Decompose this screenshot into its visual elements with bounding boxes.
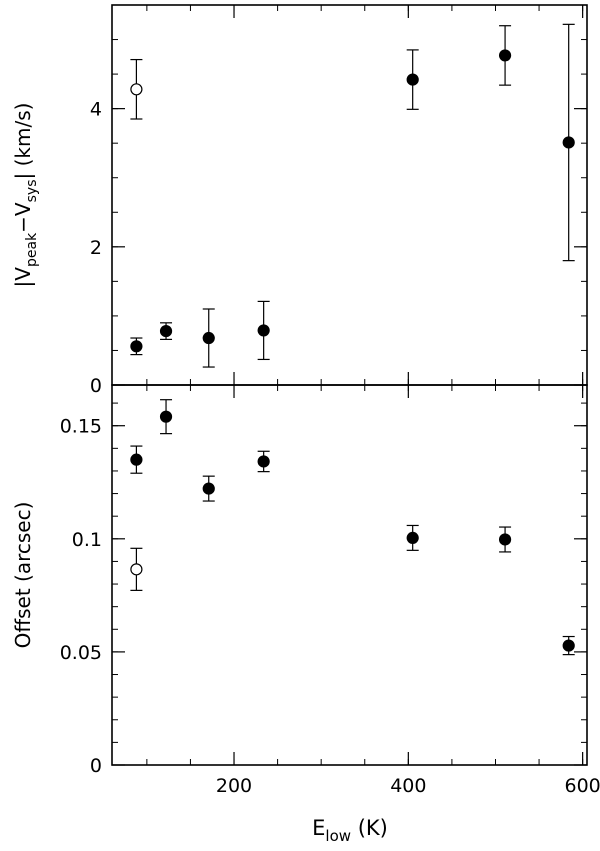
bottom-y-axis-label: Offset (arcsec) — [11, 502, 35, 649]
x-tick-label: 200 — [216, 775, 252, 797]
top-y-tick-label: 0 — [90, 375, 102, 397]
filled-circle-marker — [406, 73, 419, 86]
bottom-open-data-point — [130, 547, 143, 591]
top-data-point — [130, 337, 143, 356]
filled-circle-marker — [498, 533, 512, 546]
filled-circle-marker — [202, 482, 215, 495]
x-tick-label: 600 — [565, 775, 600, 797]
top-tick-labels: 0 2 4 — [90, 99, 102, 397]
filled-circle-marker — [257, 455, 270, 468]
top-y-tick-label: 2 — [90, 237, 102, 259]
filled-circle-marker — [159, 325, 173, 338]
top-data-point — [406, 49, 419, 110]
open-circle-marker — [130, 563, 143, 576]
x-axis-label: Elow (K) — [312, 816, 388, 845]
bottom-y-tick-label: 0.1 — [72, 529, 102, 551]
open-circle-marker — [130, 83, 143, 96]
bottom-data-point — [406, 524, 419, 551]
top-panel: 0 2 4 |Vpeak−Vsys| (km/s) — [11, 4, 588, 397]
top-data-point — [159, 322, 173, 340]
bottom-axis-ticks — [112, 385, 587, 766]
bottom-data-point — [498, 526, 512, 553]
x-tick-label: 400 — [390, 775, 426, 797]
top-data-point — [202, 308, 215, 368]
top-y-axis-label: |Vpeak−Vsys| (km/s) — [11, 103, 40, 288]
filled-circle-marker — [257, 324, 270, 337]
bottom-data-points — [130, 399, 575, 656]
bottom-y-tick-label: 0.05 — [60, 642, 102, 664]
top-data-points — [130, 23, 575, 368]
top-open-data-point — [130, 58, 143, 120]
filled-circle-marker — [562, 639, 575, 652]
filled-circle-marker — [202, 331, 215, 345]
filled-circle-marker — [562, 136, 575, 149]
bottom-y-tick-label: 0 — [90, 755, 102, 777]
top-y-tick-label: 4 — [90, 99, 102, 121]
filled-circle-marker — [130, 453, 143, 466]
bottom-data-point — [562, 635, 575, 656]
filled-circle-marker — [406, 531, 419, 545]
bottom-plot-frame — [111, 384, 588, 766]
top-data-point — [257, 300, 270, 361]
top-data-point — [562, 23, 575, 262]
bottom-data-point — [202, 475, 215, 502]
filled-circle-marker — [498, 49, 512, 62]
filled-circle-marker — [130, 340, 143, 353]
bottom-tick-labels: 0 0.05 0.1 0.15 200 400 600 — [60, 416, 600, 797]
bottom-data-point — [257, 450, 270, 473]
filled-circle-marker — [159, 410, 173, 423]
top-data-point — [498, 25, 512, 86]
bottom-y-tick-label: 0.15 — [60, 416, 102, 438]
bottom-data-point — [159, 399, 173, 435]
bottom-panel: 0 0.05 0.1 0.15 200 400 600 Offset (arcsec) El… — [11, 384, 600, 845]
bottom-data-point — [130, 445, 143, 474]
